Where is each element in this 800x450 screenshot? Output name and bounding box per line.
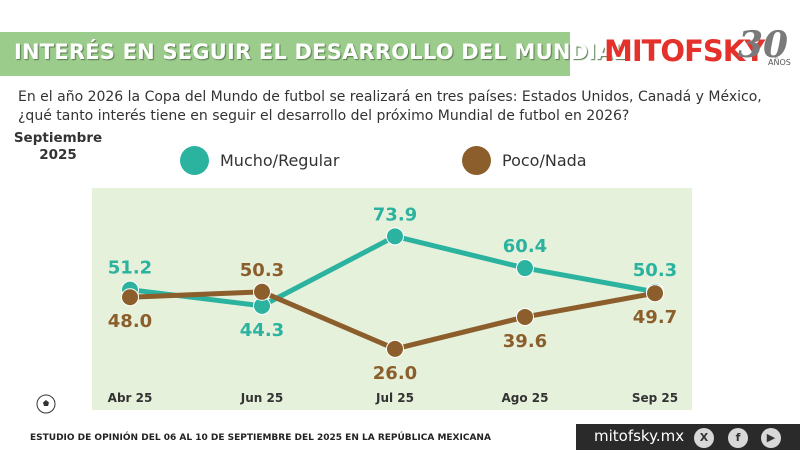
logo-number: 30 <box>738 24 789 66</box>
data-label: 50.3 <box>240 260 284 281</box>
x-tick-label: Jul 25 <box>375 391 414 405</box>
logo-text: MITOFSKY <box>604 34 765 68</box>
data-label: 73.9 <box>373 204 417 225</box>
page-title: INTERÉS EN SEGUIR EL DESARROLLO DEL MUND… <box>14 40 627 64</box>
footer-url-link[interactable]: mitofsky.mx <box>594 427 685 445</box>
data-point <box>121 288 139 307</box>
period-label: Septiembre 2025 <box>13 130 103 163</box>
x-tick-label: Jun 25 <box>240 391 283 405</box>
data-point <box>386 339 404 358</box>
legend-label-mucho: Mucho/Regular <box>220 151 340 170</box>
legend-dot-mucho <box>180 146 209 175</box>
footer-note: ESTUDIO DE OPINIÓN DEL 06 AL 10 DE SEPTI… <box>30 433 491 443</box>
data-point <box>386 227 404 246</box>
title-banner <box>0 32 570 76</box>
logo-subtitle: AÑOS <box>768 58 791 67</box>
brand-logo: MITOFSKY 30 AÑOS <box>604 24 794 74</box>
x-tick-label: Abr 25 <box>108 391 153 405</box>
soccer-ball-icon <box>36 394 56 414</box>
x-tick-label: Sep 25 <box>632 391 678 405</box>
data-point <box>516 259 534 278</box>
legend-dot-poco <box>462 146 491 175</box>
x-tick-label: Ago 25 <box>502 391 549 405</box>
data-label: 48.0 <box>108 311 152 332</box>
survey-question: En el año 2026 la Copa del Mundo de futb… <box>18 89 762 124</box>
data-label: 26.0 <box>373 363 417 384</box>
data-point <box>646 284 664 303</box>
data-label: 60.4 <box>503 236 547 257</box>
data-label: 49.7 <box>633 307 677 328</box>
data-label: 51.2 <box>108 258 152 279</box>
data-label: 39.6 <box>503 331 547 352</box>
youtube-social-icon[interactable]: ▶ <box>761 428 781 448</box>
data-point <box>516 307 534 326</box>
facebook-social-icon[interactable]: f <box>728 428 748 448</box>
x-social-icon[interactable]: X <box>694 428 714 448</box>
legend-label-poco: Poco/Nada <box>502 151 587 170</box>
data-point <box>253 282 271 301</box>
data-label: 50.3 <box>633 260 677 281</box>
data-label: 44.3 <box>240 320 284 341</box>
